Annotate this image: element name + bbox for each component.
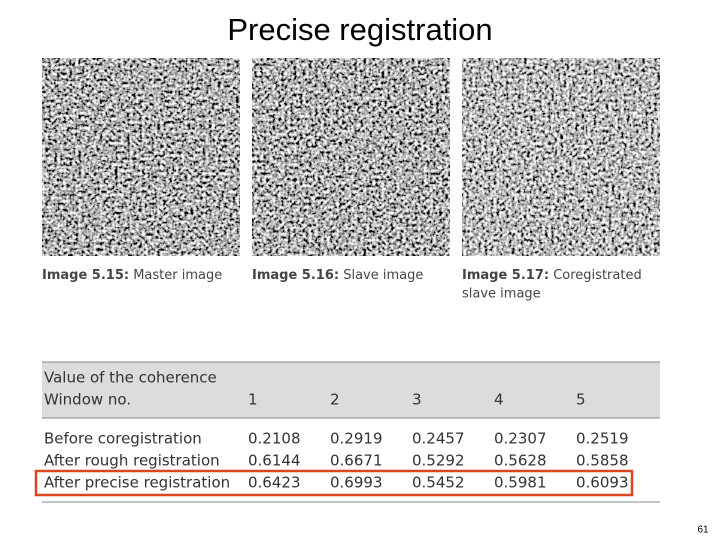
slide-title: Precise registration [227,12,492,47]
table-header: Value of the coherence [44,369,217,387]
table-cell: 0.6671 [330,452,383,470]
master-image [42,58,240,256]
table-header-band [42,362,660,418]
table-cell: 0.6144 [248,452,301,470]
table-cell: 0.5628 [494,452,547,470]
table-cell: 0.5292 [412,452,465,470]
column-header: 1 [248,391,258,409]
row-label: Before coregistration [44,430,202,448]
slave-image [252,58,450,256]
table-cell: 0.2919 [330,430,383,448]
caption-text: slave image [462,287,541,302]
row-label: After precise registration [44,474,230,492]
column-header: 3 [412,391,422,409]
caption-body-text: Coregistrated [553,268,641,283]
table-cell: 0.2457 [412,430,465,448]
column-header: 2 [330,391,340,409]
caption-label: Image 5.17: [462,268,549,283]
table-cell: 0.6423 [248,474,301,492]
table-cell: 0.5981 [494,474,547,492]
caption-label: Image 5.16: [252,268,339,283]
table-cell: 0.2307 [494,430,547,448]
table-cell: 0.5858 [576,452,629,470]
table-cell: 0.5452 [412,474,465,492]
caption-text: Image 5.15: Master image [42,268,222,283]
caption-label: Image 5.15: [42,268,129,283]
figure-caption: Image 5.15: Master image [42,268,222,283]
row-label: After rough registration [44,452,220,470]
caption-body-text: Slave image [343,268,423,283]
column-header: 5 [576,391,586,409]
figure-caption: Image 5.16: Slave image [252,268,423,283]
highlight-box [34,469,634,497]
caption-text: Image 5.16: Slave image [252,268,423,283]
page-number: 61 [697,525,709,536]
table-cell: 0.2519 [576,430,629,448]
table-cell: 0.2108 [248,430,301,448]
table-cell: 0.6093 [576,474,629,492]
caption-body-text: Master image [133,268,222,283]
caption-text: Image 5.17: Coregistrated [462,268,642,283]
coregistered-image [462,58,660,256]
table-cell: 0.6993 [330,474,383,492]
figure-caption: Image 5.17: Coregistrated slave image [462,268,642,302]
table-header: Window no. [44,391,131,409]
column-header: 4 [494,391,504,409]
